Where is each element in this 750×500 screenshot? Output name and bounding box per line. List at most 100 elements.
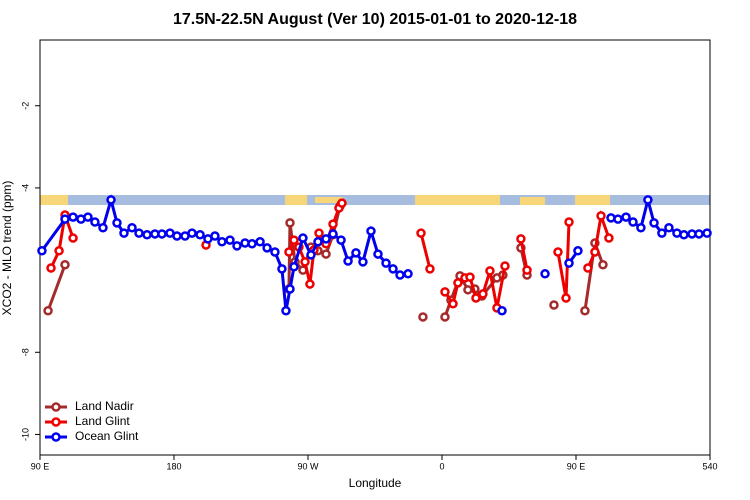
data-point	[68, 233, 78, 243]
data-point	[657, 228, 667, 238]
data-point	[98, 223, 108, 233]
legend-marker	[51, 432, 61, 442]
x-tick-label: 90 W	[297, 461, 319, 471]
data-point	[549, 300, 559, 310]
data-point	[604, 233, 614, 243]
data-point	[328, 219, 338, 229]
data-point	[621, 212, 631, 222]
legend-label: Land Glint	[75, 414, 130, 428]
data-point	[172, 231, 182, 241]
data-point	[516, 234, 526, 244]
data-point	[694, 229, 704, 239]
data-point	[106, 195, 116, 205]
legend-label: Ocean Glint	[75, 429, 139, 443]
data-point	[497, 306, 507, 316]
data-point	[373, 249, 383, 259]
data-point	[440, 287, 450, 297]
data-point	[247, 239, 257, 249]
data-point	[187, 228, 197, 238]
y-tick-label: -8	[20, 348, 30, 356]
data-point	[336, 235, 346, 245]
data-point	[485, 266, 495, 276]
data-point	[453, 278, 463, 288]
y-axis-label: XCO2 - MLO trend (ppm)	[0, 181, 14, 316]
data-point	[298, 233, 308, 243]
data-point	[60, 260, 70, 270]
legend-marker	[51, 402, 61, 412]
data-point	[358, 257, 368, 267]
data-point	[289, 262, 299, 272]
data-point	[284, 247, 294, 257]
data-point	[381, 258, 391, 268]
data-point	[418, 312, 428, 322]
chart-title: 17.5N-22.5N August (Ver 10) 2015-01-01 t…	[173, 11, 577, 28]
data-point	[90, 217, 100, 227]
data-point	[225, 235, 235, 245]
data-point	[314, 228, 324, 238]
data-point	[305, 279, 315, 289]
data-point	[321, 249, 331, 259]
data-point	[471, 293, 481, 303]
data-point	[289, 235, 299, 245]
data-point	[448, 299, 458, 309]
data-point	[553, 247, 563, 257]
data-point	[643, 195, 653, 205]
legend-marker	[51, 417, 61, 427]
data-point	[321, 234, 331, 244]
data-point	[583, 263, 593, 273]
y-tick-label: -4	[20, 184, 30, 192]
data-point	[573, 246, 583, 256]
data-point	[564, 217, 574, 227]
data-point	[277, 264, 287, 274]
data-point	[425, 264, 435, 274]
data-point	[285, 218, 295, 228]
data-point	[500, 261, 510, 271]
data-point	[388, 264, 398, 274]
data-point	[590, 247, 600, 257]
data-point	[217, 236, 227, 247]
data-point	[119, 228, 129, 238]
x-tick-label: 90 E	[567, 461, 586, 471]
data-point	[636, 223, 646, 233]
legend-label: Land Nadir	[75, 399, 134, 413]
data-point	[403, 269, 413, 279]
data-point	[68, 212, 78, 222]
data-point	[561, 293, 571, 303]
data-point	[232, 241, 242, 251]
data-point	[46, 263, 56, 273]
data-point	[540, 269, 550, 279]
data-point	[262, 243, 272, 253]
data-point	[628, 217, 638, 227]
data-point	[664, 223, 674, 233]
data-point	[142, 230, 152, 240]
data-point	[580, 306, 590, 316]
data-point	[337, 198, 347, 208]
data-point	[112, 218, 122, 228]
series-line	[46, 205, 605, 318]
x-tick-label: 540	[702, 461, 717, 471]
land-ocean-band	[40, 195, 710, 205]
data-point	[613, 214, 623, 224]
y-tick-label: -2	[20, 102, 30, 110]
data-point	[195, 230, 205, 240]
data-point	[54, 246, 64, 256]
data-point	[43, 306, 53, 316]
data-point	[37, 246, 47, 256]
data-point	[134, 228, 144, 238]
data-point	[300, 257, 310, 267]
x-tick-label: 90 E	[31, 461, 50, 471]
data-point	[328, 229, 338, 239]
data-point	[440, 312, 450, 322]
data-point	[679, 230, 689, 240]
data-point	[416, 228, 426, 238]
y-tick-label: -10	[20, 428, 30, 441]
data-point	[270, 247, 280, 257]
x-tick-label: 0	[439, 461, 444, 471]
data-point	[596, 211, 606, 221]
data-point	[564, 258, 574, 268]
data-point	[395, 270, 405, 280]
data-point	[343, 256, 353, 266]
data-point	[598, 260, 608, 270]
data-point	[285, 284, 295, 294]
